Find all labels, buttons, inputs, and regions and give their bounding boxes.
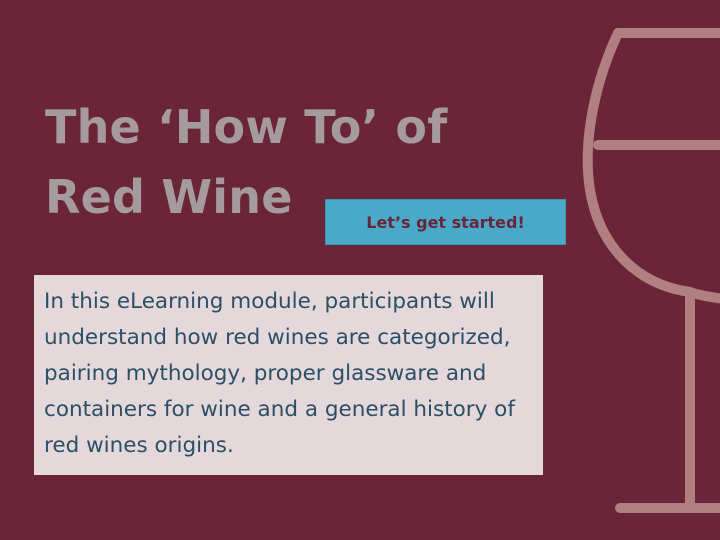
title-line-2: Red Wine <box>45 170 293 224</box>
description-box: In this eLearning module, participants w… <box>34 275 543 475</box>
description-text: In this eLearning module, participants w… <box>44 289 515 458</box>
title-line-1: The ‘How To’ of <box>45 100 448 154</box>
start-button[interactable]: Let’s get started! <box>325 199 566 245</box>
page-title: The ‘How To’ of Red Wine <box>45 92 447 232</box>
